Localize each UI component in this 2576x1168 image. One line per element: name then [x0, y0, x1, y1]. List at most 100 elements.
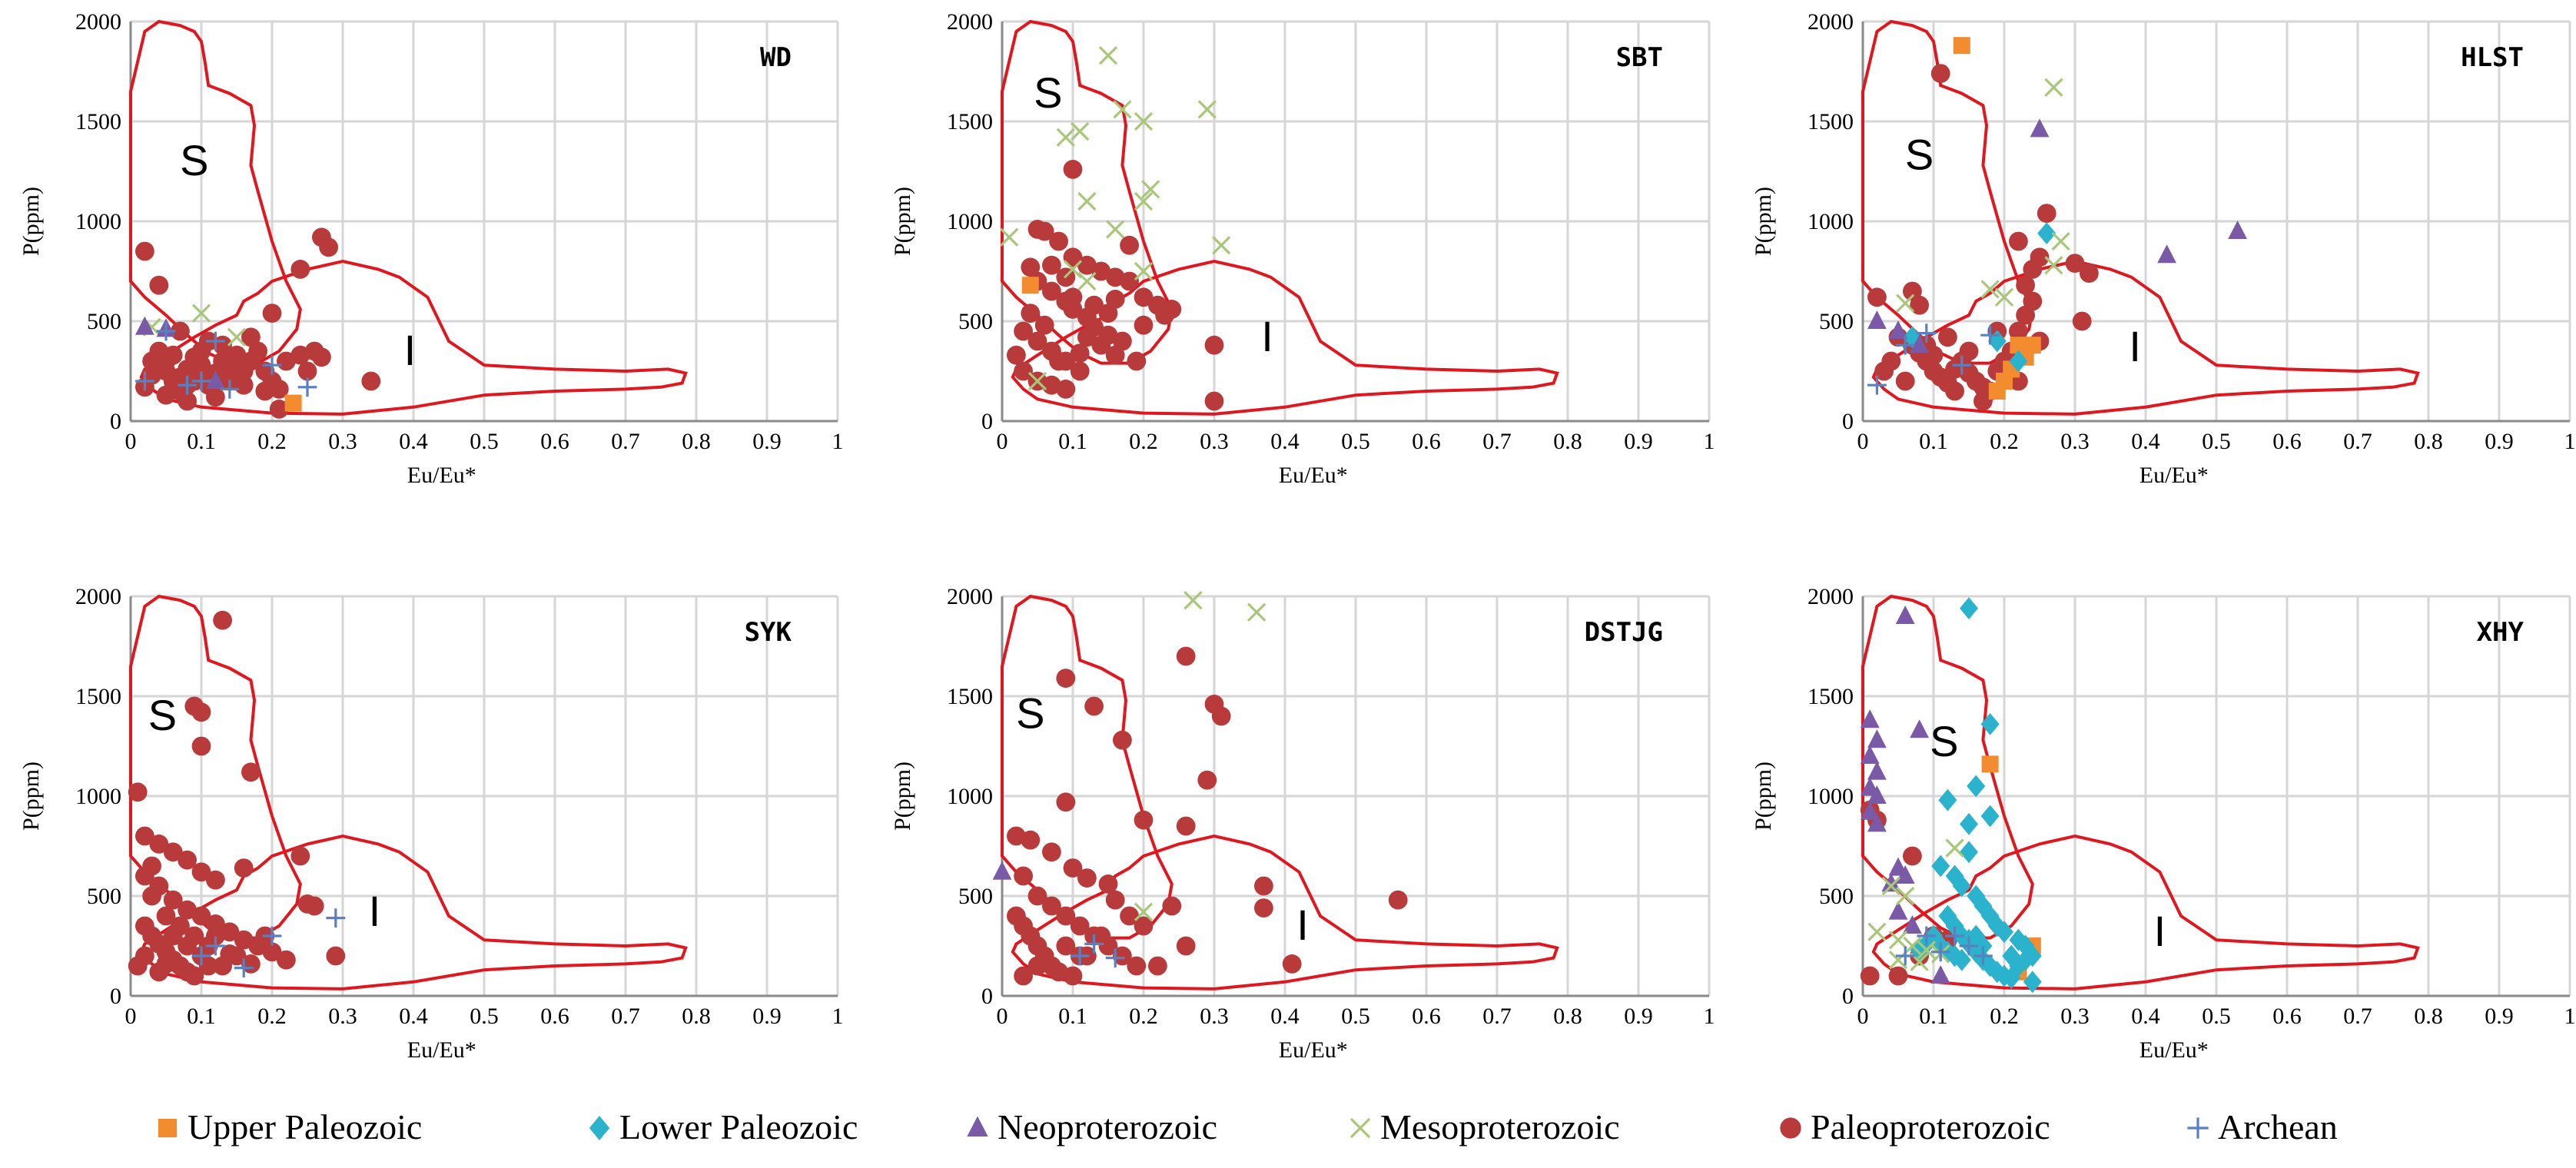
x-tick-label: 0.1	[187, 1004, 216, 1029]
data-point-paleoproterozoic	[1254, 898, 1273, 917]
x-tick-label: 0.2	[1990, 1004, 2019, 1029]
data-point-lower_paleozoic	[1952, 948, 1971, 971]
data-point-mesoproterozoic	[1106, 220, 1125, 239]
data-point-paleoproterozoic	[1021, 830, 1041, 850]
data-point-paleoproterozoic	[1204, 391, 1224, 411]
x-tick-label: 0.4	[2131, 1004, 2160, 1029]
x-tick-label: 0.2	[257, 429, 287, 454]
data-point-paleoproterozoic	[234, 361, 254, 381]
data-point-paleoproterozoic	[1162, 896, 1182, 916]
data-point-mesoproterozoic	[1183, 591, 1203, 610]
x-tick-label: 0.5	[2202, 429, 2231, 454]
y-tick-label: 2000	[75, 584, 121, 609]
panel-title: SYK	[745, 617, 792, 648]
x-tick-label: 1	[2564, 429, 2576, 454]
data-point-paleoproterozoic	[163, 842, 183, 862]
x-tick-label: 0.6	[540, 429, 569, 454]
data-point-mesoproterozoic	[1134, 261, 1154, 281]
legend-label: Paleoproterozoic	[1811, 1107, 2050, 1146]
data-point-mesoproterozoic	[1867, 922, 1887, 941]
data-point-mesoproterozoic	[1027, 371, 1047, 391]
x-tick-label: 0	[125, 1004, 137, 1029]
data-point-mesoproterozoic	[1071, 121, 1090, 141]
panel-title: SBT	[1616, 42, 1663, 73]
data-point-paleoproterozoic	[1034, 315, 1054, 335]
data-point-paleoproterozoic	[1056, 669, 1076, 688]
data-point-paleoproterozoic	[304, 896, 324, 916]
data-point-archean	[1917, 324, 1937, 343]
y-axis-label: P(ppm)	[18, 762, 44, 831]
data-point-paleoproterozoic	[1084, 295, 1104, 315]
y-axis-label: P(ppm)	[890, 762, 915, 831]
data-point-archean	[1895, 946, 1915, 966]
y-tick-label: 500	[87, 309, 121, 334]
data-point-archean	[191, 371, 211, 391]
y-axis-label: P(ppm)	[1751, 187, 1776, 256]
data-point-paleoproterozoic	[156, 385, 176, 405]
field-label-s: S	[1016, 689, 1044, 738]
data-point-upper_paleozoic	[1981, 755, 1999, 773]
data-point-lower_paleozoic	[2009, 350, 2028, 373]
legend-marker-mesoproterozoic	[1349, 1117, 1371, 1139]
x-tick-label: 0.3	[328, 1004, 357, 1029]
field-label-i: I	[404, 326, 417, 374]
data-point-paleoproterozoic	[1014, 866, 1033, 886]
data-point-neoproterozoic	[1860, 801, 1880, 820]
data-point-archean	[1973, 946, 1993, 966]
data-point-mesoproterozoic	[1888, 931, 1908, 950]
data-point-paleoproterozoic	[1091, 335, 1111, 355]
data-point-mesoproterozoic	[191, 304, 211, 323]
legend-item-archean: Archean	[2187, 1107, 2338, 1146]
data-point-paleoproterozoic	[1176, 646, 1196, 666]
data-point-paleoproterozoic	[1056, 906, 1076, 926]
data-point-paleoproterozoic	[2065, 254, 2085, 273]
legend-marker-lower_paleozoic	[589, 1116, 610, 1140]
x-tick-label: 0.6	[2272, 1004, 2302, 1029]
y-axis-label: P(ppm)	[1751, 762, 1776, 831]
data-point-archean	[206, 936, 225, 956]
data-point-paleoproterozoic	[1070, 343, 1090, 363]
data-point-archean	[234, 958, 254, 977]
data-point-archean	[178, 375, 197, 395]
y-tick-label: 1000	[947, 784, 993, 809]
data-point-neoproterozoic	[1895, 606, 1915, 624]
data-point-paleoproterozoic	[1014, 361, 1033, 381]
field-label-i: I	[1296, 901, 1309, 949]
x-tick-label: 0.3	[1200, 1004, 1229, 1029]
legend-item-upper_paleozoic: Upper Paleozoic	[158, 1107, 422, 1146]
data-point-paleoproterozoic	[206, 926, 225, 946]
x-tick-label: 0	[997, 429, 1008, 454]
x-tick-label: 0.8	[682, 429, 711, 454]
y-tick-label: 0	[110, 984, 121, 1009]
data-point-archean	[326, 908, 346, 927]
data-point-paleoproterozoic	[1105, 345, 1125, 365]
data-point-paleoproterozoic	[1077, 327, 1097, 347]
x-tick-label: 0.8	[2414, 429, 2443, 454]
x-tick-label: 0.9	[752, 1004, 782, 1029]
data-point-paleoproterozoic	[1063, 858, 1083, 878]
legend-label: Mesoproterozoic	[1380, 1107, 1620, 1146]
x-tick-label: 0.4	[1270, 1004, 1300, 1029]
data-point-archean	[191, 946, 211, 966]
data-point-upper_paleozoic	[1021, 277, 1039, 294]
x-tick-label: 0.7	[2343, 1004, 2372, 1029]
field-i-outline	[1871, 259, 2420, 416]
data-point-paleoproterozoic	[2023, 291, 2043, 311]
x-tick-label: 0.7	[1482, 429, 1512, 454]
x-axis-label: Eu/Eu*	[1279, 463, 1348, 488]
x-tick-label: 0.6	[1412, 1004, 1441, 1029]
data-point-paleoproterozoic	[1056, 792, 1076, 812]
data-point-paleoproterozoic	[191, 736, 211, 756]
x-tick-label: 0.7	[611, 1004, 640, 1029]
field-i-outline	[1871, 834, 2420, 990]
data-point-archean	[1945, 926, 1964, 946]
data-point-paleoproterozoic	[1120, 271, 1139, 291]
data-point-paleoproterozoic	[191, 341, 211, 361]
data-point-paleoproterozoic	[1042, 255, 1061, 275]
data-point-archean	[297, 377, 317, 397]
data-point-neoproterozoic	[1867, 761, 1887, 780]
x-tick-label: 0.6	[540, 1004, 569, 1029]
y-tick-label: 1000	[947, 209, 993, 234]
data-point-paleoproterozoic	[1860, 966, 1880, 986]
